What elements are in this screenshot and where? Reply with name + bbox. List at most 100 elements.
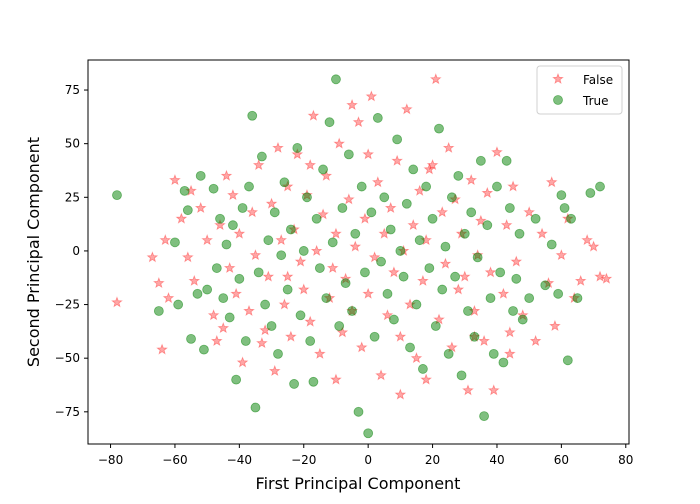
data-point-circle — [482, 220, 493, 231]
data-point-circle — [514, 228, 525, 239]
data-point-star — [384, 201, 397, 213]
data-point-star — [429, 73, 442, 85]
data-point-star — [207, 309, 220, 321]
data-point-circle — [369, 331, 380, 342]
data-point-star — [555, 249, 568, 261]
data-point-circle — [153, 306, 164, 316]
data-point-star — [420, 373, 432, 385]
data-point-circle — [250, 402, 261, 413]
data-point-star — [484, 266, 497, 278]
data-point-star — [481, 186, 494, 198]
data-point-star — [523, 206, 536, 218]
data-point-circle — [446, 192, 457, 203]
data-point-circle — [327, 237, 338, 248]
y-axis: −75 −50 −25 0 25 50 75 — [55, 83, 88, 419]
data-point-circle — [546, 239, 557, 250]
y-tick-label: −50 — [55, 351, 80, 365]
data-point-circle — [398, 271, 409, 282]
legend: False True — [536, 65, 623, 115]
data-point-star — [233, 227, 246, 239]
data-point-circle — [443, 348, 454, 359]
data-point-circle — [228, 220, 238, 231]
data-point-star — [417, 274, 429, 286]
series-true-points — [112, 74, 605, 439]
x-tick-label: 80 — [618, 453, 633, 467]
data-point-circle — [376, 256, 386, 267]
data-point-star — [433, 313, 445, 325]
data-point-star — [304, 315, 317, 327]
data-point-circle — [389, 314, 399, 325]
data-point-circle — [208, 183, 219, 194]
data-point-star — [275, 234, 288, 246]
data-point-star — [423, 163, 436, 175]
data-point-star — [236, 356, 249, 368]
data-point-circle — [112, 190, 122, 201]
data-point-star — [362, 287, 375, 299]
data-point-circle — [240, 336, 251, 346]
data-point-circle — [366, 207, 377, 218]
data-point-star — [507, 180, 519, 192]
data-point-circle — [318, 164, 328, 175]
data-point-star — [452, 283, 465, 295]
data-point-star — [346, 98, 358, 111]
data-point-circle — [466, 207, 477, 218]
y-tick-label: 0 — [72, 244, 80, 258]
data-point-circle — [260, 299, 271, 310]
data-point-star — [285, 330, 297, 342]
data-point-star — [536, 227, 548, 239]
data-point-circle — [356, 181, 367, 192]
data-point-star — [365, 90, 378, 102]
data-point-star — [281, 270, 294, 282]
data-point-circle — [266, 321, 277, 331]
data-point-circle — [231, 374, 242, 385]
x-axis: −80 −60 −40 −20 0 20 40 60 80 — [98, 444, 633, 467]
data-point-star — [497, 287, 510, 299]
y-tick-label: 50 — [65, 137, 80, 151]
data-point-circle — [430, 321, 441, 331]
data-point-circle — [334, 321, 345, 331]
data-point-star — [504, 347, 516, 359]
data-point-star — [175, 212, 188, 224]
data-point-star — [500, 219, 513, 231]
data-point-circle — [427, 213, 438, 224]
x-tick-label: −20 — [291, 453, 316, 467]
data-point-star — [169, 173, 181, 186]
data-point-star — [243, 304, 255, 316]
data-point-star — [394, 388, 407, 400]
data-point-star — [246, 206, 259, 218]
data-point-circle — [360, 267, 370, 278]
data-point-star — [326, 261, 339, 274]
data-point-star — [146, 251, 159, 263]
data-point-star — [426, 158, 439, 171]
data-point-star — [307, 109, 320, 121]
plot-frame — [87, 59, 630, 445]
data-point-star — [581, 234, 593, 246]
data-point-star — [458, 270, 471, 282]
data-point-star — [362, 148, 375, 160]
data-point-circle — [553, 288, 564, 299]
data-point-circle — [199, 344, 209, 355]
data-point-circle — [256, 151, 267, 162]
data-point-circle — [289, 379, 299, 389]
data-point-circle — [385, 224, 396, 235]
data-point-circle — [170, 237, 180, 248]
data-point-circle — [292, 143, 303, 153]
data-point-star — [314, 347, 326, 359]
x-tick-label: −80 — [98, 453, 123, 467]
data-point-circle — [562, 355, 573, 366]
data-point-circle — [218, 293, 229, 304]
data-point-circle — [485, 293, 496, 304]
data-point-star — [549, 319, 561, 331]
data-point-circle — [186, 333, 196, 344]
data-point-circle — [340, 278, 351, 289]
data-point-star — [587, 240, 600, 252]
data-point-circle — [495, 267, 506, 278]
legend-marker-star — [552, 72, 564, 84]
data-point-star — [359, 212, 371, 224]
data-point-circle — [173, 299, 184, 310]
data-point-circle — [424, 263, 435, 273]
data-point-star — [545, 176, 558, 188]
data-point-circle — [405, 342, 415, 353]
data-point-star — [272, 141, 284, 153]
